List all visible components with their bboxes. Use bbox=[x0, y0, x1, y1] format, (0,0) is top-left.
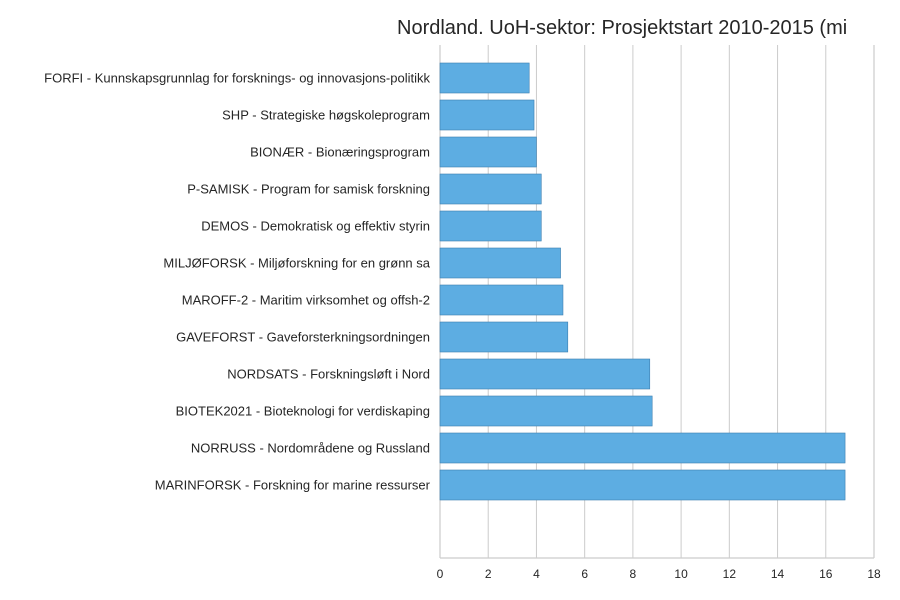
category-labels: FORFI - Kunnskapsgrunnlag for forsknings… bbox=[44, 71, 431, 493]
bar bbox=[439, 321, 569, 353]
chart-title: Nordland. UoH-sektor: Prosjektstart 2010… bbox=[397, 17, 847, 39]
bar bbox=[439, 173, 542, 205]
x-tick-label: 10 bbox=[674, 567, 688, 581]
bar bbox=[439, 395, 653, 427]
category-label: NORDSATS - Forskningsløft i Nord bbox=[227, 367, 430, 382]
bar bbox=[439, 210, 542, 242]
x-tick-label: 18 bbox=[867, 567, 881, 581]
category-label: DEMOS - Demokratisk og effektiv styrin bbox=[201, 219, 430, 234]
bar bbox=[439, 136, 537, 168]
bar bbox=[439, 99, 535, 131]
category-label: P-SAMISK - Program for samisk forskning bbox=[187, 182, 430, 197]
category-label: MILJØFORSK - Miljøforskning for en grønn… bbox=[163, 256, 430, 271]
category-label: MAROFF-2 - Maritim virksomhet og offsh-2 bbox=[182, 293, 430, 308]
bar bbox=[439, 247, 561, 279]
bar bbox=[439, 62, 530, 94]
x-tick-label: 4 bbox=[533, 567, 540, 581]
bar bbox=[439, 469, 846, 501]
x-tick-label: 8 bbox=[630, 567, 637, 581]
bar bbox=[439, 432, 846, 464]
category-label: BIONÆR - Bionæringsprogram bbox=[250, 145, 430, 160]
bars bbox=[439, 62, 846, 501]
x-tick-labels: 0 2 4 6 8 10 12 14 16 18 bbox=[437, 567, 881, 581]
x-tick-label: 16 bbox=[819, 567, 833, 581]
category-label: NORRUSS - Nordområdene og Russland bbox=[191, 441, 430, 456]
category-label: BIOTEK2021 - Bioteknologi for verdiskapi… bbox=[176, 404, 430, 419]
x-tick-label: 14 bbox=[771, 567, 785, 581]
x-tick-label: 2 bbox=[485, 567, 492, 581]
x-tick-label: 0 bbox=[437, 567, 444, 581]
category-label: MARINFORSK - Forskning for marine ressur… bbox=[155, 478, 431, 493]
bar bbox=[439, 358, 651, 390]
bar bbox=[439, 284, 564, 316]
category-label: SHP - Strategiske høgskoleprogram bbox=[222, 108, 430, 123]
x-tick-label: 12 bbox=[723, 567, 737, 581]
category-label: GAVEFORST - Gaveforsterkningsordningen bbox=[176, 330, 430, 345]
x-tick-label: 6 bbox=[581, 567, 588, 581]
grid-lines bbox=[487, 45, 827, 558]
category-label: FORFI - Kunnskapsgrunnlag for forsknings… bbox=[44, 71, 430, 86]
